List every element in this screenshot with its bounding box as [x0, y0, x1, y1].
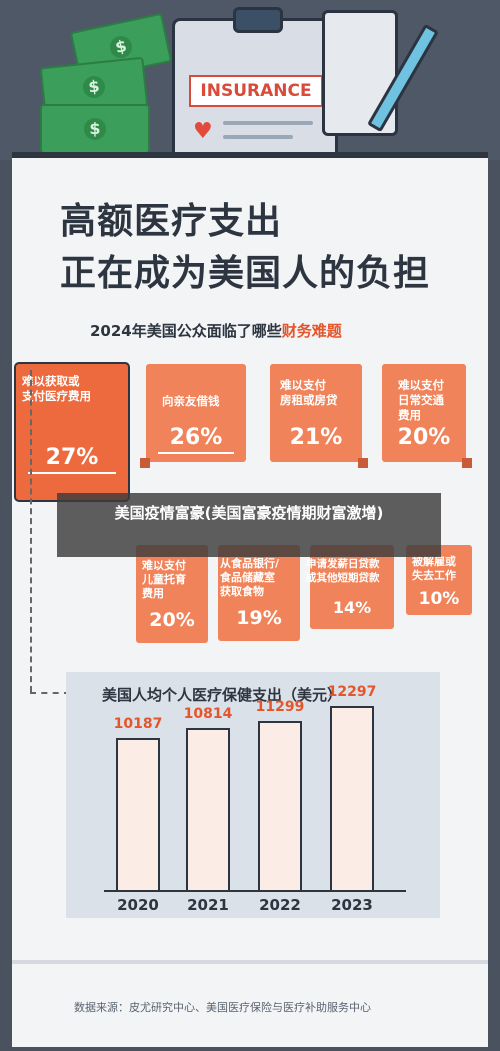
issue-value: 27% [45, 445, 99, 470]
issue-label: 难以支付 房租或房贷 [280, 378, 338, 407]
overlay-banner: 美国疫情富豪(美国富豪疫情期财富激增) [57, 493, 441, 557]
dollar-bill-icon: $ [40, 104, 150, 154]
chart-panel: 美国人均个人医疗保健支出（美元） 10187 2020 10814 2021 11299… [66, 672, 440, 918]
bar-2020 [116, 737, 160, 890]
issue-label: 难以支付 日常交通 费用 [398, 378, 444, 422]
issue-label: 难以支付 儿童托育 费用 [142, 559, 186, 600]
issue-tile: 难以获取或 支付医疗费用 27% [16, 364, 128, 500]
issue-value: 20% [397, 425, 451, 450]
issue-label: 向亲友借钱 [162, 394, 220, 408]
issue-label: 被解雇或 失去工作 [412, 555, 456, 582]
issue-label: 难以获取或 支付医疗费用 [22, 374, 91, 403]
chart-title: 美国人均个人医疗保健支出（美元） [102, 686, 343, 704]
clipboard-icon: INSURANCE ♥ [172, 7, 338, 166]
bar-value-label: 12297 [327, 684, 377, 701]
insurance-sign: INSURANCE [189, 75, 323, 107]
section-subtitle: 2024年美国公众面临了哪些财务难题 [90, 320, 342, 341]
issue-tile: 难以支付 日常交通 费用 20% [382, 364, 472, 468]
x-axis [104, 890, 406, 892]
issue-tile: 从食品银行/食品储藏室 获取食物 19% [218, 545, 300, 641]
connector-line [30, 370, 32, 692]
heart-icon: ♥ [193, 119, 213, 144]
page-title-line1: 高额医疗支出 [60, 201, 283, 242]
issue-tile: 申请发薪日贷款 或其他短期贷款 14% [306, 545, 394, 629]
issue-value: 19% [236, 607, 282, 629]
x-tick-label: 2022 [259, 896, 301, 914]
issue-label: 申请发薪日贷款 或其他短期贷款 [306, 558, 380, 584]
issue-value: 26% [169, 425, 223, 450]
issue-value: 20% [149, 609, 195, 631]
source-note: 数据来源：皮尤研究中心、美国医疗保险与医疗补助服务中心 [74, 1001, 371, 1014]
calculator-icon [322, 10, 398, 136]
x-tick-label: 2023 [331, 896, 373, 914]
bar-value-label: 10814 [183, 706, 233, 723]
page-title-line2: 正在成为美国人的负担 [60, 253, 431, 294]
bar-2023 [330, 706, 374, 890]
subtitle-highlight: 财务难题 [281, 322, 342, 340]
issue-tile: 难以支付 儿童托育 费用 20% [136, 545, 208, 643]
issue-tile: 向亲友借钱 26% [140, 364, 246, 468]
issue-value: 21% [289, 425, 343, 450]
x-tick-label: 2021 [187, 896, 229, 914]
bar-2022 [258, 720, 302, 890]
bar-value-label: 11299 [255, 698, 305, 715]
bar-2021 [186, 728, 230, 890]
subtitle-text: 2024年美国公众面临了哪些 [90, 322, 282, 340]
issue-value: 10% [418, 589, 460, 609]
divider [12, 960, 488, 964]
bar-value-label: 10187 [113, 715, 163, 732]
issue-tile: 难以支付 房租或房贷 21% [270, 364, 368, 468]
hero-illustration: $ $ $ INSURANCE ♥ [0, 0, 500, 166]
connector-line [30, 692, 70, 694]
x-tick-label: 2020 [117, 896, 159, 914]
issue-label: 从食品银行/食品储藏室 获取食物 [220, 557, 280, 598]
issue-value: 14% [332, 598, 372, 617]
